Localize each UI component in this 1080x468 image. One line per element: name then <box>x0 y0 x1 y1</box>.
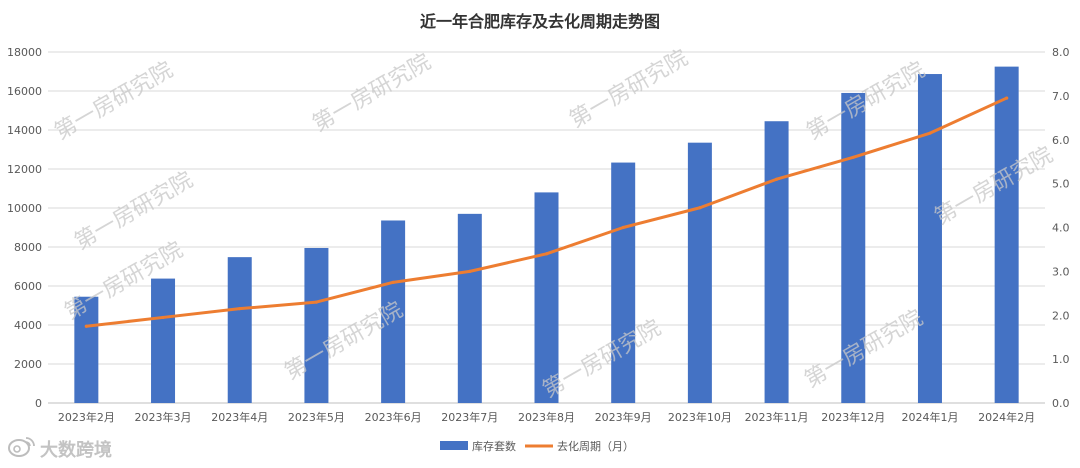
brand-text: 大数跨境 <box>40 439 112 461</box>
bar <box>687 142 712 404</box>
bar <box>227 257 252 403</box>
left-axis-tick: 0 <box>35 397 42 410</box>
line-point <box>391 280 395 284</box>
chart-title: 近一年合肥库存及去化周期走势图 <box>420 12 660 31</box>
left-axis-tick: 6000 <box>14 280 42 293</box>
bar <box>151 278 176 403</box>
line-point <box>314 300 319 304</box>
right-axis-tick: 6.0 <box>1052 134 1070 147</box>
line-point <box>851 155 855 159</box>
x-axis-tick: 2023年7月 <box>441 410 498 424</box>
right-axis-tick: 1.0 <box>1052 353 1070 366</box>
line-point <box>774 177 779 181</box>
bar <box>381 220 406 403</box>
line-point <box>544 252 549 256</box>
x-axis-tick: 2023年6月 <box>365 410 422 424</box>
x-axis-tick: 2023年10月 <box>668 410 732 424</box>
x-axis-tick: 2023年9月 <box>595 410 652 424</box>
weibo-logo-icon <box>8 437 35 457</box>
x-axis-tick: 2023年5月 <box>288 410 345 424</box>
x-axis-tick: 2024年1月 <box>901 410 958 424</box>
left-axis-tick: 14000 <box>7 124 42 137</box>
bar <box>611 162 636 403</box>
left-axis-tick: 18000 <box>7 46 42 59</box>
bar-series <box>74 66 1019 404</box>
x-axis-tick: 2023年12月 <box>821 410 885 424</box>
left-axis-tick: 4000 <box>14 319 42 332</box>
legend: 库存套数 去化周期（月） <box>440 439 634 453</box>
watermark: 第一房研究院 <box>931 143 1058 231</box>
bar <box>74 296 99 403</box>
line-point <box>468 269 472 273</box>
watermark: 第一房研究院 <box>803 58 930 146</box>
right-axis-tick: 3.0 <box>1052 265 1070 278</box>
line-point <box>238 307 242 311</box>
bar <box>304 247 329 403</box>
watermark: 第一房研究院 <box>309 50 436 138</box>
x-axis-tick: 2023年2月 <box>58 410 115 424</box>
watermark: 第一房研究院 <box>51 58 178 146</box>
bar <box>764 121 789 403</box>
right-axis-tick: 8.0 <box>1052 46 1070 59</box>
left-axis-tick: 12000 <box>7 163 42 176</box>
left-axis-tick: 2000 <box>14 358 42 371</box>
right-axis-tick: 7.0 <box>1052 90 1070 103</box>
watermark: 第一房研究院 <box>566 46 693 134</box>
bar <box>917 74 942 403</box>
left-axis-tick: 8000 <box>14 241 42 254</box>
line-point <box>698 206 702 210</box>
bar <box>841 92 866 403</box>
line-series <box>84 96 1009 328</box>
x-axis-tick: 2023年8月 <box>518 410 575 424</box>
right-axis-tick: 0.0 <box>1052 397 1070 410</box>
left-axis-ticks: 0 2000 4000 6000 8000 10000 12000 14000 16000 180… <box>7 46 42 410</box>
right-axis-tick: 4.0 <box>1052 222 1070 235</box>
x-axis-tick: 2023年3月 <box>135 410 192 424</box>
legend-bar-swatch <box>440 441 468 450</box>
right-axis-tick: 2.0 <box>1052 309 1070 322</box>
line-point <box>161 315 165 320</box>
x-axis-tick: 2023年11月 <box>745 410 809 424</box>
line-point <box>928 131 932 135</box>
x-axis-tick: 2023年4月 <box>211 410 268 424</box>
legend-line-label: 去化周期（月） <box>557 439 634 453</box>
x-axis-tick: 2024年2月 <box>978 410 1035 424</box>
line-point <box>1005 96 1009 100</box>
left-axis-tick: 10000 <box>7 202 42 215</box>
legend-bar-label: 库存套数 <box>472 439 516 453</box>
x-axis-ticks: 2023年2月 2023年3月 2023年4月 2023年5月 2023年6月 2023年… <box>58 410 1035 424</box>
brand: 大数跨境 <box>8 437 112 461</box>
line-point <box>84 324 88 328</box>
bar <box>457 213 482 403</box>
left-axis-tick: 16000 <box>7 85 42 98</box>
bar <box>534 192 559 403</box>
line-point <box>621 225 625 230</box>
right-axis-ticks: 0.0 1.0 2.0 3.0 4.0 5.0 6.0 7.0 8.0 <box>1052 46 1070 410</box>
right-axis-tick: 5.0 <box>1052 178 1070 191</box>
watermark: 第一房研究院 <box>71 168 198 256</box>
bar <box>994 66 1019 403</box>
